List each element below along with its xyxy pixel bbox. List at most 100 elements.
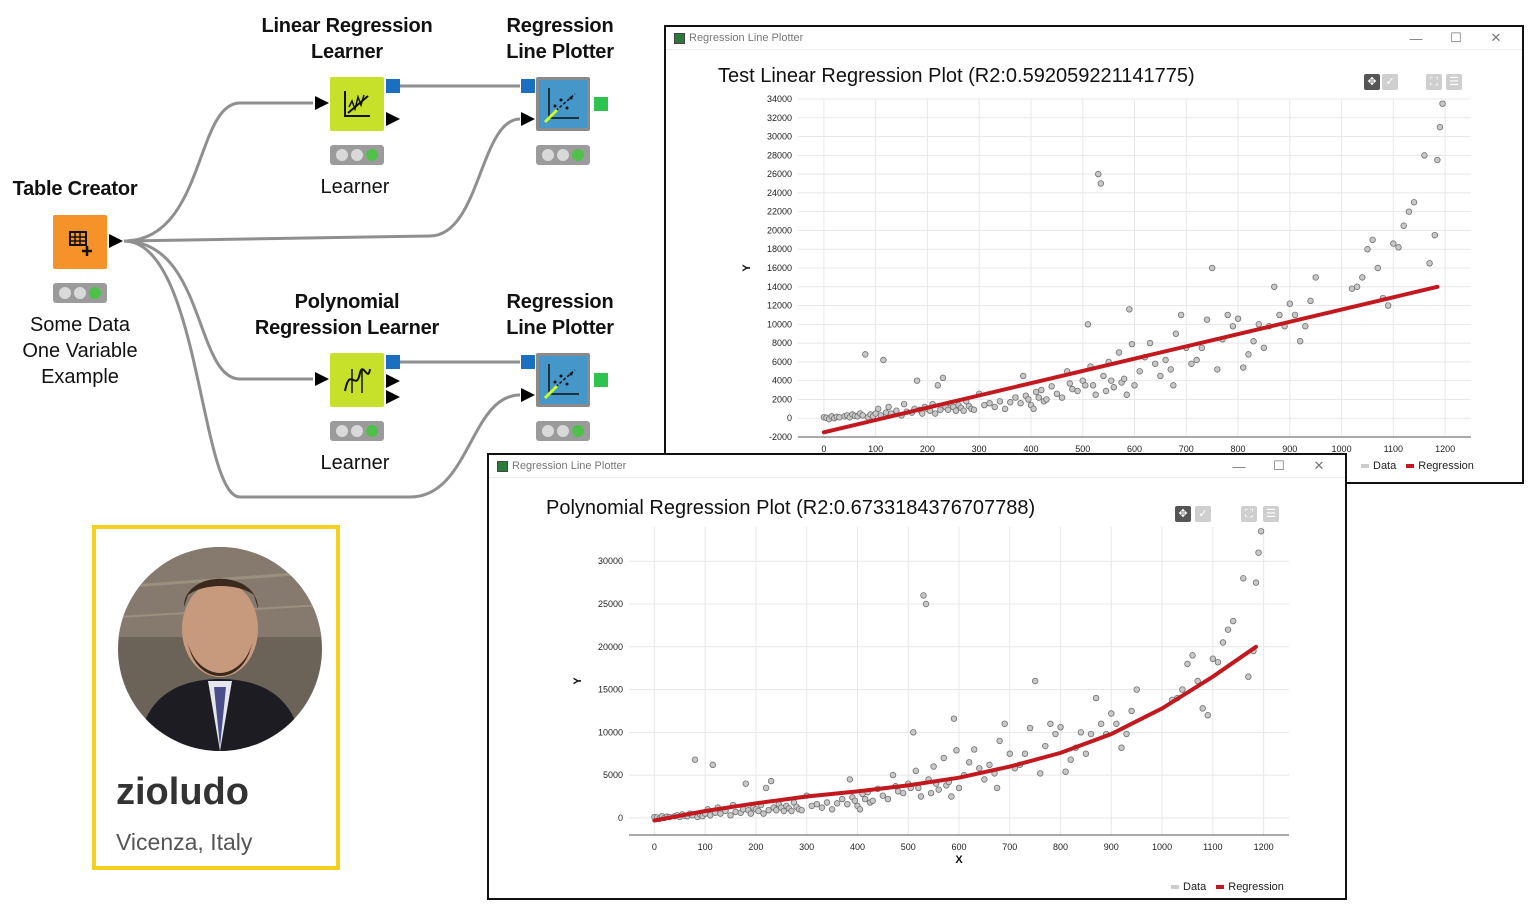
data-point xyxy=(1074,387,1081,395)
table-creator-node[interactable] xyxy=(53,215,107,269)
data-point xyxy=(727,812,734,819)
data-point xyxy=(1405,208,1413,215)
x-tick-label: 600 xyxy=(951,842,966,852)
legend-regression-label: Regression xyxy=(1418,460,1474,472)
data-point xyxy=(931,410,939,417)
plot-title: Polynomial Regression Plot (R2:0.6733184… xyxy=(546,497,1036,519)
data-point xyxy=(1257,528,1265,535)
data-point xyxy=(1189,652,1196,659)
data-point xyxy=(1439,100,1446,107)
data-point xyxy=(861,795,869,803)
profile-card: zioludo Vicenza, Italy xyxy=(92,525,340,870)
y-tick-label: -2000 xyxy=(769,432,792,442)
x-tick-label: 200 xyxy=(748,842,763,852)
polynomial-regression-chart[interactable]: 0 5000 10000 15000 20000 25000 30000 0 100 200 300… xyxy=(489,515,1345,905)
y-tick-label: 24000 xyxy=(767,188,792,198)
data-point xyxy=(1384,302,1392,309)
data-point xyxy=(1053,390,1061,398)
poly-plotter-title-line: Line Plotter xyxy=(506,317,614,339)
x-tick-label: 900 xyxy=(1104,842,1119,852)
data-point xyxy=(1058,394,1066,401)
data-point xyxy=(1001,720,1008,727)
poly-plotter-node[interactable] xyxy=(536,353,590,407)
data-point xyxy=(1421,152,1428,159)
data-point xyxy=(927,789,935,797)
linear-learner-node[interactable] xyxy=(330,77,384,131)
data-point xyxy=(1113,720,1120,727)
table-creator-label: Some Data One Variable Example xyxy=(4,312,156,390)
data-point xyxy=(922,600,930,608)
data-point xyxy=(1021,750,1029,757)
poly-plotter-view-port[interactable] xyxy=(594,373,608,387)
window-titlebar[interactable]: Regression Line Plotter — ☐ ✕ xyxy=(666,27,1522,50)
linear-learner-out-port[interactable] xyxy=(386,112,400,126)
data-point xyxy=(1084,321,1092,328)
data-point xyxy=(1312,274,1319,281)
data-point xyxy=(1276,311,1283,319)
data-point xyxy=(1157,372,1164,380)
maximize-icon[interactable]: ☐ xyxy=(1273,458,1285,473)
linear-plotter-view-port[interactable] xyxy=(594,97,608,111)
data-point xyxy=(1062,768,1069,775)
minimize-icon[interactable]: — xyxy=(1409,30,1423,46)
close-icon[interactable]: ✕ xyxy=(1313,458,1325,473)
maximize-icon[interactable]: ☐ xyxy=(1450,30,1462,45)
pan-icon[interactable]: ✥ xyxy=(1175,506,1191,522)
table-creator-out-port[interactable] xyxy=(109,234,123,248)
scatter-plot-icon xyxy=(543,364,579,400)
y-tick-label: 32000 xyxy=(767,113,792,123)
linear-plotter-model-in-port[interactable] xyxy=(521,79,535,93)
table-creator-label-line: One Variable xyxy=(22,340,138,362)
poly-learner-label: Learner xyxy=(320,452,390,474)
data-point xyxy=(1170,382,1177,389)
data-point xyxy=(1146,339,1154,347)
select-icon[interactable]: ✓ xyxy=(1382,74,1398,90)
minimize-icon[interactable]: — xyxy=(1232,458,1246,474)
menu-icon[interactable]: ☰ xyxy=(1446,74,1462,90)
data-point xyxy=(1097,180,1105,187)
fullscreen-icon[interactable]: ⛶ xyxy=(1241,506,1257,522)
window-titlebar[interactable]: Regression Line Plotter — ☐ ✕ xyxy=(489,455,1345,478)
poly-learner-in-port[interactable] xyxy=(315,372,329,386)
data-point xyxy=(1025,396,1032,403)
linear-learner-in-port[interactable] xyxy=(315,96,329,110)
y-tick-label: 6000 xyxy=(772,357,792,367)
poly-plotter-data-in-port[interactable] xyxy=(521,388,535,402)
linear-plotter-title: Regression Line Plotter xyxy=(495,13,625,65)
data-point xyxy=(1120,375,1128,382)
x-tick-label: 700 xyxy=(1002,842,1017,852)
data-point xyxy=(1019,372,1027,380)
polynomial-plot-window: Regression Line Plotter — ☐ ✕ Polynomial… xyxy=(487,453,1347,900)
data-point xyxy=(1374,264,1382,272)
data-point xyxy=(1052,730,1059,738)
poly-learner-model-port[interactable] xyxy=(386,355,400,369)
data-point xyxy=(1255,549,1262,556)
linear-plotter-node[interactable] xyxy=(536,77,590,131)
poly-learner-out-port-2[interactable] xyxy=(386,390,400,404)
data-point xyxy=(1026,724,1034,732)
data-point xyxy=(952,407,960,414)
poly-plotter-model-in-port[interactable] xyxy=(521,355,535,369)
y-tick-label: 8000 xyxy=(772,338,792,348)
table-creator-title: Table Creator xyxy=(12,178,138,200)
data-point xyxy=(1048,383,1055,390)
fullscreen-icon[interactable]: ⛶ xyxy=(1426,74,1442,90)
data-point xyxy=(1229,617,1237,625)
data-point xyxy=(986,400,993,407)
close-icon[interactable]: ✕ xyxy=(1490,30,1502,45)
select-icon[interactable]: ✓ xyxy=(1195,506,1211,522)
linear-learner-model-port[interactable] xyxy=(386,79,400,93)
pan-icon[interactable]: ✥ xyxy=(1364,74,1380,90)
poly-learner-out-port-1[interactable] xyxy=(386,374,400,388)
profile-name[interactable]: zioludo xyxy=(116,771,249,813)
data-point xyxy=(1395,244,1402,251)
data-point xyxy=(798,806,805,814)
poly-learner-node[interactable] xyxy=(330,353,384,407)
data-point xyxy=(1348,285,1356,292)
linear-plotter-data-in-port[interactable] xyxy=(521,112,535,126)
app-icon xyxy=(674,32,685,44)
poly-learner-status xyxy=(330,421,384,441)
data-point xyxy=(1092,694,1100,702)
linear-regression-chart[interactable]: -200002000400060008000100001200014000160… xyxy=(666,87,1522,487)
menu-icon[interactable]: ☰ xyxy=(1263,506,1279,522)
